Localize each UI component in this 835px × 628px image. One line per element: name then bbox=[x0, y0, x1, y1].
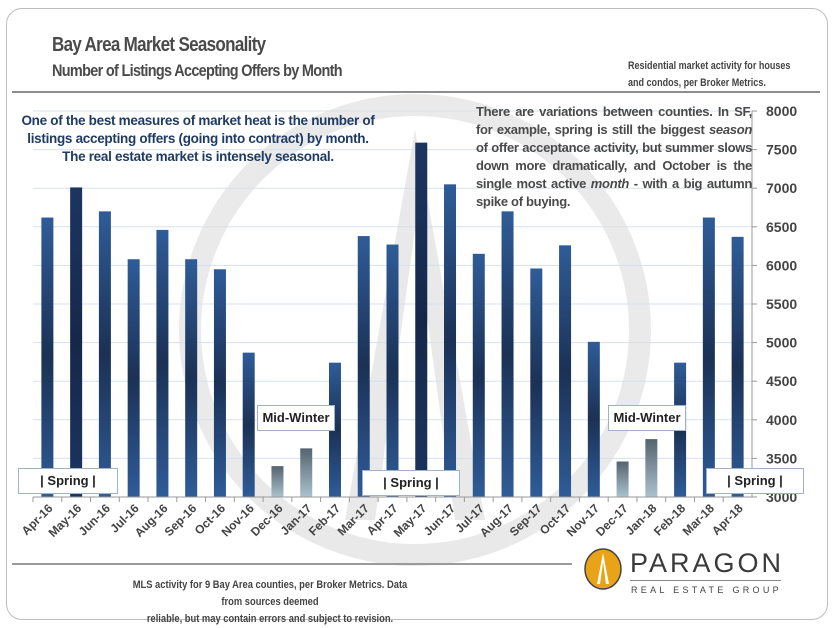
x-tick-label: Apr-18 bbox=[709, 501, 746, 538]
bar-may-17 bbox=[415, 142, 428, 498]
annotation-right: There are variations between counties. I… bbox=[476, 103, 752, 211]
logo-divider bbox=[630, 580, 781, 581]
bar-may-16 bbox=[70, 187, 83, 498]
bar-aug-16 bbox=[156, 229, 169, 497]
y-tick-label: 5000 bbox=[766, 335, 797, 351]
bar-apr-18 bbox=[731, 236, 744, 497]
bar-jan-18 bbox=[645, 439, 658, 497]
bar-mar-18 bbox=[702, 217, 715, 497]
source-note-line2: and condos, per Broker Metrics. bbox=[628, 77, 766, 89]
chart-title: Bay Area Market Seasonality bbox=[52, 34, 266, 56]
annotation-left: One of the best measures of market heat … bbox=[21, 113, 375, 164]
y-tick-label: 6500 bbox=[766, 219, 797, 235]
bar-mar-17 bbox=[357, 236, 370, 497]
chart-subtitle: Number of Listings Accepting Offers by M… bbox=[52, 61, 343, 80]
spring-label: | Spring | bbox=[706, 468, 804, 494]
footer-disclaimer: MLS activity for 9 Bay Area counties, pe… bbox=[126, 577, 415, 628]
source-note-line1: Residential market activity for houses bbox=[628, 60, 791, 72]
footer-line2: reliable, but may contain errors and sub… bbox=[146, 613, 394, 625]
annotation-emphasis: month bbox=[590, 176, 630, 191]
annotation-text: of offer acceptance activity, but summer… bbox=[476, 140, 752, 191]
slide-frame bbox=[6, 8, 828, 620]
header-divider bbox=[12, 91, 820, 93]
paragon-logo-icon bbox=[584, 548, 622, 590]
y-tick-label: 6000 bbox=[766, 257, 797, 273]
x-tick-label: May-17 bbox=[391, 501, 430, 540]
footer-line1: MLS activity for 9 Bay Area counties, pe… bbox=[132, 579, 408, 608]
y-tick-label: 7500 bbox=[766, 142, 797, 158]
bar-dec-16 bbox=[271, 466, 284, 497]
bar-sep-17 bbox=[530, 268, 543, 497]
annotation-text: There are variations between counties. I… bbox=[476, 104, 752, 137]
bar-jul-16 bbox=[127, 259, 140, 497]
bar-dec-17 bbox=[616, 461, 629, 497]
logo-tagline: REAL ESTATE GROUP bbox=[631, 585, 782, 595]
bar-nov-17 bbox=[587, 341, 600, 497]
y-tick-label: 4000 bbox=[766, 412, 797, 428]
midwinter-label: Mid-Winter bbox=[608, 405, 686, 431]
midwinter-label: Mid-Winter bbox=[257, 405, 335, 431]
annotation-text: - with a big autumn spike of buying. bbox=[476, 176, 753, 209]
y-tick-label: 5500 bbox=[766, 296, 797, 312]
gridlines bbox=[33, 110, 752, 498]
bar-oct-16 bbox=[213, 269, 226, 497]
y-axis: 3000350040004500500055006000650070007500… bbox=[751, 103, 797, 505]
x-tick-label: Jun-16 bbox=[76, 501, 113, 538]
bar-jan-17 bbox=[300, 448, 313, 497]
x-tick-label: May-16 bbox=[46, 501, 85, 540]
x-axis: Apr-16May-16Jun-16Jul-16Aug-16Sep-16Oct-… bbox=[19, 496, 752, 540]
bar-apr-17 bbox=[386, 244, 399, 497]
source-note: Residential market activity for houses a… bbox=[628, 58, 817, 92]
logo-name: PARAGON bbox=[630, 548, 785, 578]
bars bbox=[41, 142, 744, 498]
x-tick-label: Jun-17 bbox=[421, 501, 458, 538]
bar-jun-17 bbox=[444, 184, 457, 497]
bar-oct-17 bbox=[559, 245, 572, 497]
bar-jul-17 bbox=[472, 253, 485, 497]
spring-label: | Spring | bbox=[362, 470, 460, 496]
x-tick-label: Aug-16 bbox=[132, 501, 171, 540]
y-tick-label: 3500 bbox=[766, 450, 797, 466]
annotation-emphasis: season bbox=[708, 122, 752, 137]
x-tick-label: Dec-17 bbox=[593, 501, 631, 539]
spring-label: | Spring | bbox=[18, 468, 118, 494]
x-tick-label: Sep-16 bbox=[162, 501, 200, 539]
y-tick-label: 8000 bbox=[766, 103, 797, 119]
bar-apr-16 bbox=[41, 217, 54, 497]
y-tick-label: 4500 bbox=[766, 373, 797, 389]
bar-aug-17 bbox=[501, 211, 514, 498]
y-tick-label: 7000 bbox=[766, 180, 797, 196]
bar-jun-16 bbox=[98, 211, 111, 498]
x-tick-label: Mar-18 bbox=[680, 501, 717, 538]
bar-sep-16 bbox=[185, 259, 198, 497]
bar-nov-16 bbox=[242, 352, 255, 497]
footer-divider bbox=[12, 563, 572, 565]
